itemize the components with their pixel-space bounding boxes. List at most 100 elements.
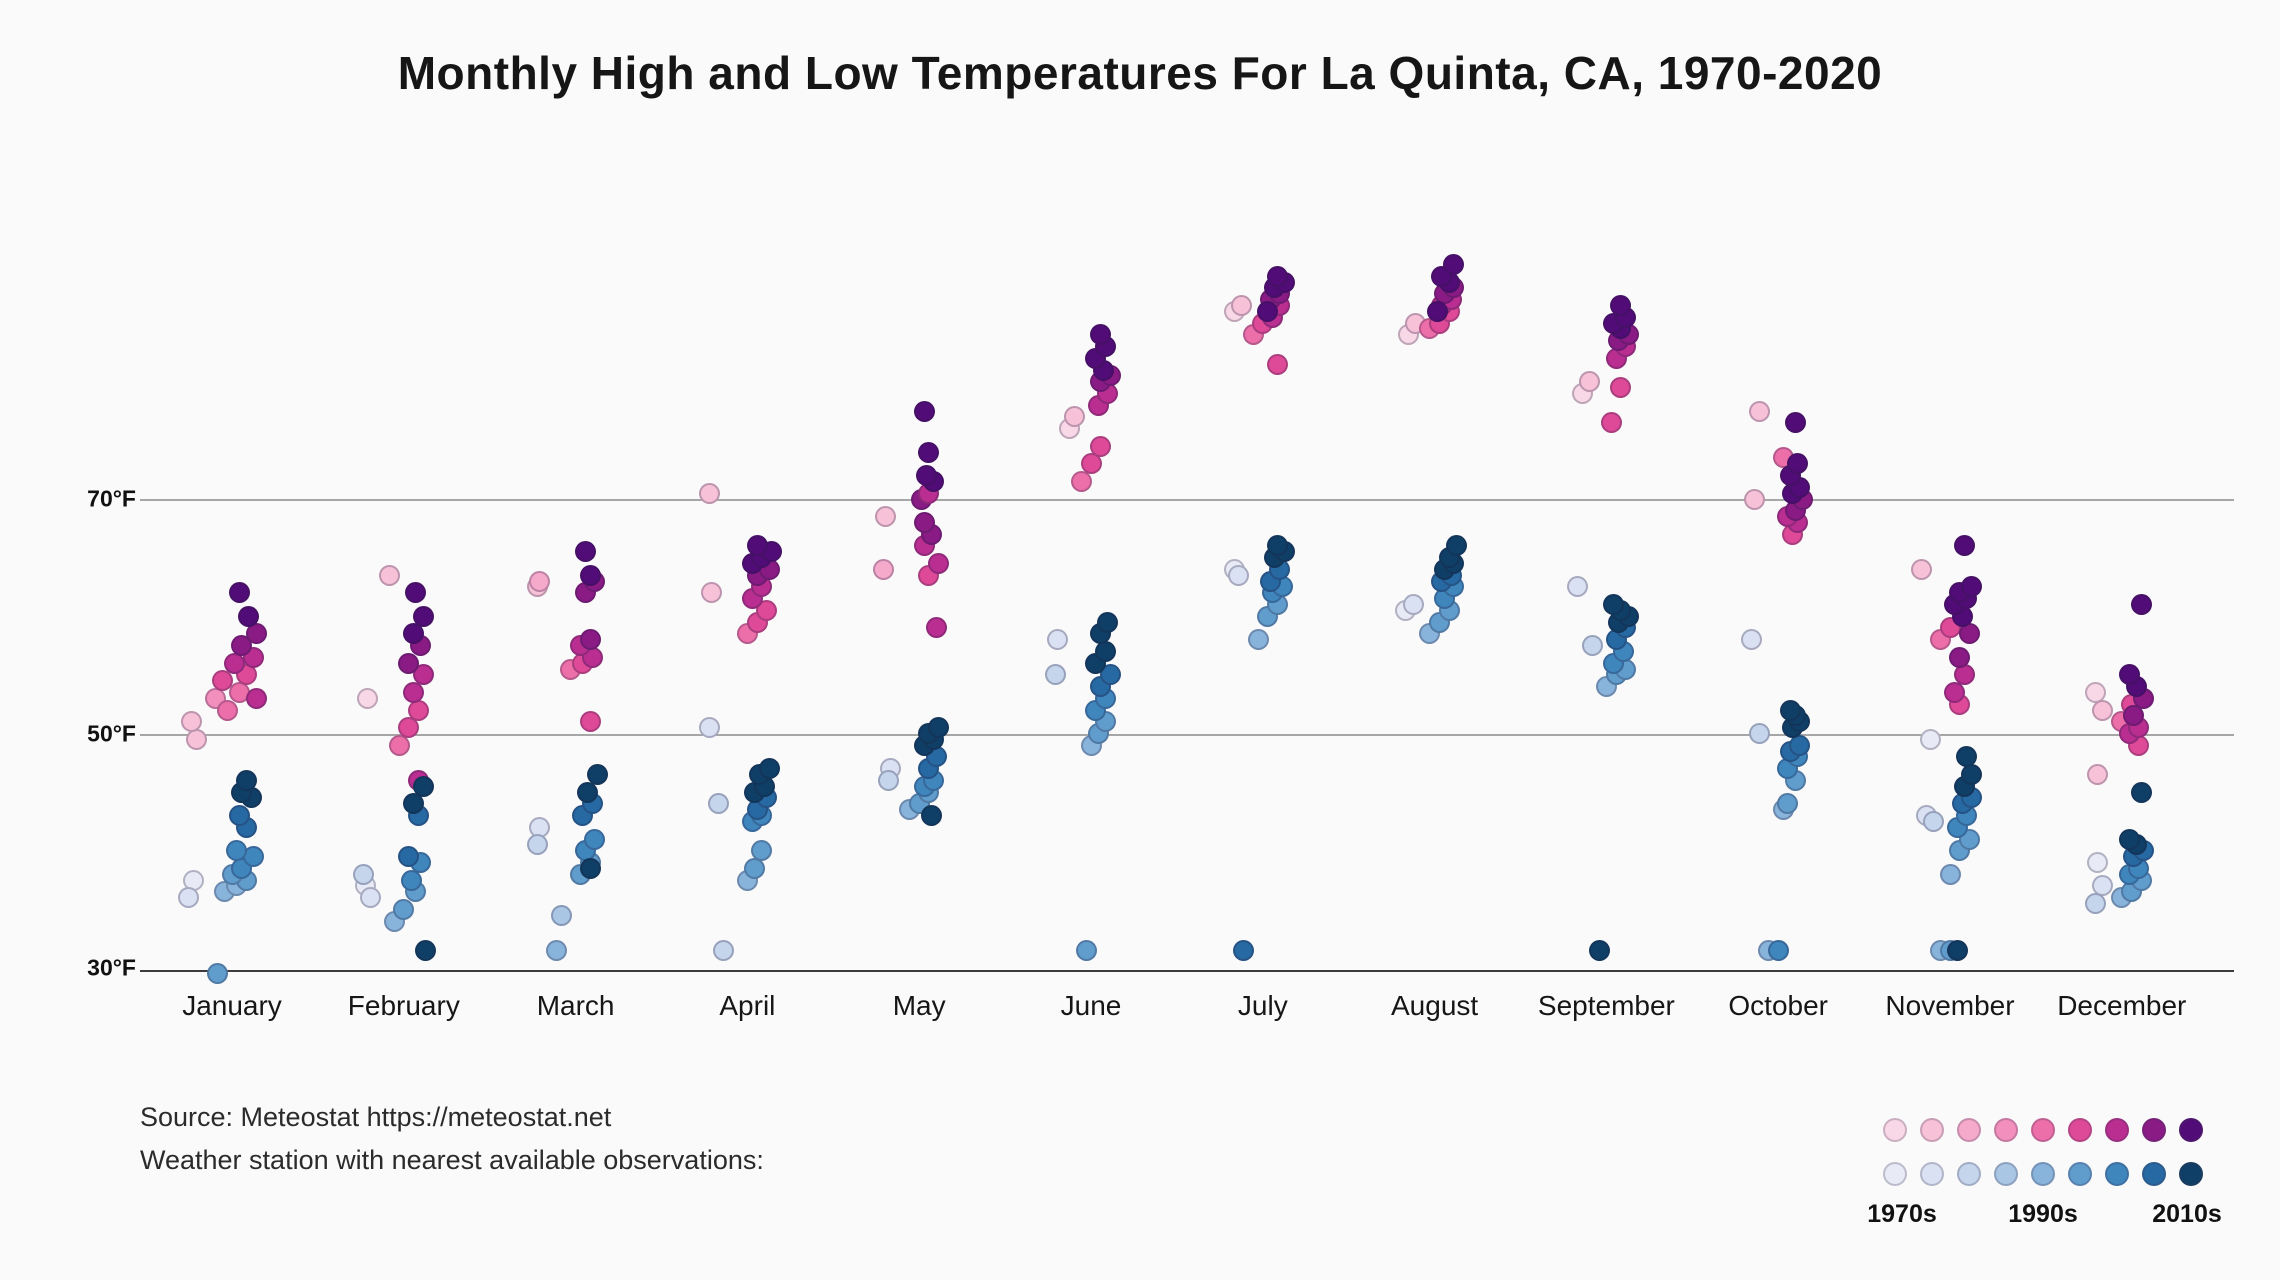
- legend-swatch-high-3: [1994, 1118, 2018, 1142]
- legend-swatch-low-7: [2142, 1162, 2166, 1186]
- high-temp-dot: [579, 564, 601, 586]
- high-temp-dot: [574, 541, 596, 563]
- low-temp-dot: [579, 857, 601, 879]
- high-temp-dot: [238, 605, 260, 627]
- high-temp-dot: [529, 570, 551, 592]
- low-temp-dot: [402, 793, 424, 815]
- x-axis-label-january: January: [182, 990, 282, 1021]
- high-temp-dot: [925, 617, 947, 639]
- high-temp-dot: [1257, 300, 1279, 322]
- low-temp-dot: [235, 769, 257, 791]
- high-temp-dot: [1266, 265, 1288, 287]
- high-temp-dot: [211, 670, 233, 692]
- legend-swatch-high-1: [1920, 1118, 1944, 1142]
- high-temp-dot: [1961, 576, 1983, 598]
- low-temp-dot: [584, 828, 606, 850]
- gridline-30f: [140, 970, 2234, 972]
- legend-label-2010s: 2010s: [2152, 1200, 2222, 1228]
- high-temp-dot: [228, 582, 250, 604]
- low-temp-dot: [1748, 723, 1770, 744]
- high-temp-dot: [927, 552, 949, 574]
- x-axis-label-august: August: [1391, 990, 1479, 1021]
- high-temp-dot: [872, 558, 894, 580]
- source-block: Source: Meteostat https://meteostat.net …: [140, 1096, 764, 1182]
- low-temp-dot: [708, 793, 730, 815]
- low-temp-dot: [414, 939, 436, 961]
- high-temp-dot: [1784, 412, 1806, 434]
- low-temp-dot: [1961, 764, 1983, 786]
- high-temp-dot: [388, 734, 410, 756]
- high-temp-dot: [398, 717, 420, 739]
- high-temp-dot: [915, 465, 937, 487]
- legend-swatch-high-2: [1957, 1118, 1981, 1142]
- high-temp-dot: [756, 599, 778, 621]
- high-temp-dot: [698, 482, 720, 504]
- high-temp-dot: [1230, 295, 1252, 317]
- high-temp-dot: [2092, 699, 2114, 721]
- low-temp-dot: [1099, 664, 1121, 686]
- chart-title: Monthly High and Low Temperatures For La…: [397, 47, 1883, 99]
- high-temp-dot: [1266, 353, 1288, 375]
- low-temp-dot: [698, 717, 720, 739]
- low-temp-dot: [228, 805, 250, 827]
- low-temp-dot: [1741, 629, 1763, 651]
- high-temp-dot: [1786, 453, 1808, 475]
- high-temp-dot: [2087, 764, 2109, 786]
- high-temp-dot: [579, 711, 601, 733]
- low-temp-dot: [1046, 629, 1068, 651]
- high-temp-dot: [378, 564, 400, 586]
- x-axis-label-march: March: [536, 990, 615, 1021]
- low-temp-dot: [751, 840, 773, 862]
- high-temp-dot: [185, 728, 207, 750]
- low-temp-dot: [359, 887, 381, 909]
- legend-swatch-low-3: [1994, 1162, 2018, 1186]
- high-temp-dot: [357, 687, 379, 709]
- x-axis-label-april: April: [719, 990, 776, 1021]
- high-temp-dot: [1610, 377, 1632, 399]
- high-temp-dot: [875, 506, 897, 528]
- low-temp-dot: [545, 939, 567, 961]
- low-temp-dot: [1094, 640, 1116, 662]
- low-temp-dot: [2130, 781, 2152, 803]
- legend-swatch-low-6: [2105, 1162, 2129, 1186]
- high-temp-dot: [1610, 295, 1632, 317]
- legend-swatch-low-2: [1957, 1162, 1981, 1186]
- low-temp-dot: [1402, 594, 1424, 616]
- x-axis-label-may: May: [892, 990, 946, 1021]
- high-temp-dot: [245, 687, 267, 709]
- x-axis-label-june: June: [1060, 990, 1122, 1021]
- legend-label-1970s: 1970s: [1867, 1200, 1937, 1228]
- legend-swatch-low-1: [1920, 1162, 1944, 1186]
- low-temp-dot: [1044, 664, 1066, 686]
- low-temp-dot: [1266, 535, 1288, 557]
- legend-label-1990s: 1990s: [2008, 1200, 2078, 1228]
- legend-swatch-high-7: [2142, 1118, 2166, 1142]
- low-temp-dot: [550, 904, 572, 926]
- high-temp-dot: [2123, 705, 2145, 727]
- y-axis-tick-50f: 50°F: [87, 720, 136, 746]
- gridline-70f: [140, 499, 2234, 501]
- high-temp-dot: [913, 511, 935, 533]
- low-temp-dot: [2084, 893, 2106, 914]
- low-temp-dot: [226, 840, 248, 862]
- high-temp-dot: [1443, 254, 1465, 275]
- high-temp-dot: [1953, 535, 1975, 557]
- low-temp-dot: [1228, 564, 1250, 586]
- legend-swatch-high-4: [2031, 1118, 2055, 1142]
- legend-swatch-low-4: [2031, 1162, 2055, 1186]
- high-temp-dot: [579, 629, 601, 651]
- x-axis-label-february: February: [347, 990, 460, 1021]
- legend-swatch-high-5: [2068, 1118, 2092, 1142]
- high-temp-dot: [216, 699, 238, 721]
- high-temp-dot: [398, 652, 420, 674]
- low-temp-dot: [207, 963, 229, 985]
- low-temp-dot: [1233, 939, 1255, 961]
- low-temp-dot: [1946, 939, 1968, 961]
- high-temp-dot: [1090, 435, 1112, 457]
- high-temp-dot: [1070, 470, 1092, 492]
- source-text: Source: Meteostat https://meteostat.net: [140, 1102, 612, 1132]
- high-temp-dot: [746, 535, 768, 557]
- legend-swatch-low-0: [1883, 1162, 1907, 1186]
- high-temp-dot: [1426, 300, 1448, 322]
- low-temp-dot: [712, 939, 734, 961]
